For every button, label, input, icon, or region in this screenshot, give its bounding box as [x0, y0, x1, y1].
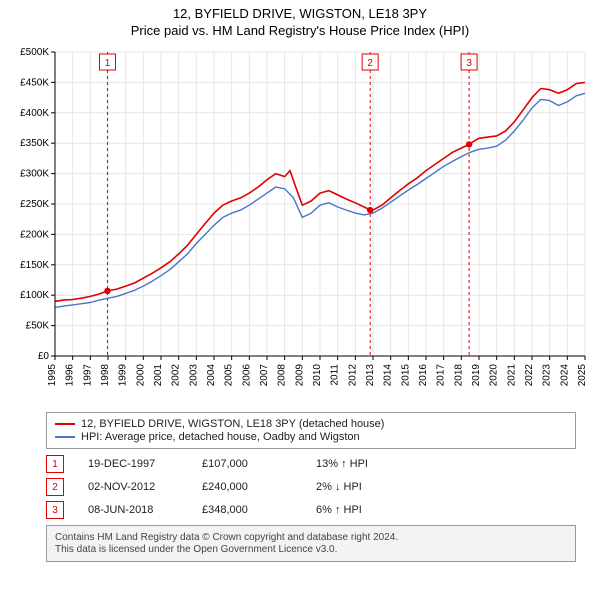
event-price: £107,000 [202, 458, 292, 470]
event-badge: 3 [46, 501, 64, 519]
svg-text:2019: 2019 [471, 364, 482, 387]
svg-text:£450K: £450K [20, 77, 49, 88]
event-list: 1 19-DEC-1997 £107,000 13% ↑ HPI 2 02-NOV-201… [46, 455, 576, 519]
svg-text:2008: 2008 [277, 364, 288, 387]
svg-text:2002: 2002 [171, 364, 182, 387]
svg-text:£200K: £200K [20, 229, 49, 240]
event-date: 02-NOV-2012 [88, 481, 178, 493]
svg-text:2022: 2022 [524, 364, 535, 387]
event-date: 08-JUN-2018 [88, 504, 178, 516]
svg-text:2023: 2023 [542, 364, 553, 387]
svg-text:2010: 2010 [312, 364, 323, 387]
svg-text:2001: 2001 [153, 364, 164, 387]
event-date: 19-DEC-1997 [88, 458, 178, 470]
svg-text:1998: 1998 [100, 364, 111, 387]
footer-line-1: Contains HM Land Registry data © Crown c… [55, 532, 567, 543]
event-row: 3 08-JUN-2018 £348,000 6% ↑ HPI [46, 501, 576, 519]
svg-text:2009: 2009 [294, 364, 305, 387]
svg-text:2015: 2015 [400, 364, 411, 387]
svg-text:£250K: £250K [20, 199, 49, 210]
svg-text:1: 1 [105, 58, 111, 69]
svg-text:2: 2 [367, 58, 373, 69]
svg-text:2016: 2016 [418, 364, 429, 387]
title-subtitle: Price paid vs. HM Land Registry's House … [6, 23, 594, 38]
svg-text:£100K: £100K [20, 290, 49, 301]
chart-plot: 1 2 3 £0 £50K £100K £150K £200K £250K £300K £350K £… [7, 46, 593, 406]
event-price: £240,000 [202, 481, 292, 493]
legend-item: 12, BYFIELD DRIVE, WIGSTON, LE18 3PY (de… [55, 418, 567, 430]
svg-text:1999: 1999 [118, 364, 129, 387]
legend-label: HPI: Average price, detached house, Oadb… [81, 431, 360, 443]
svg-text:£0: £0 [38, 351, 50, 362]
svg-text:2005: 2005 [224, 364, 235, 387]
svg-text:2011: 2011 [330, 364, 341, 386]
svg-text:2020: 2020 [489, 364, 500, 387]
legend-swatch [55, 423, 75, 425]
event-row: 2 02-NOV-2012 £240,000 2% ↓ HPI [46, 478, 576, 496]
chart-container: 12, BYFIELD DRIVE, WIGSTON, LE18 3PY Pri… [0, 0, 600, 570]
svg-text:£500K: £500K [20, 47, 49, 58]
svg-text:2024: 2024 [559, 364, 570, 387]
svg-text:2007: 2007 [259, 364, 270, 387]
svg-text:2003: 2003 [188, 364, 199, 387]
event-badge: 2 [46, 478, 64, 496]
event-row: 1 19-DEC-1997 £107,000 13% ↑ HPI [46, 455, 576, 473]
svg-text:£350K: £350K [20, 138, 49, 149]
legend-item: HPI: Average price, detached house, Oadb… [55, 431, 567, 443]
svg-text:2025: 2025 [577, 364, 588, 387]
svg-text:£150K: £150K [20, 260, 49, 271]
title-address: 12, BYFIELD DRIVE, WIGSTON, LE18 3PY [6, 6, 594, 21]
legend-swatch [55, 436, 75, 438]
legend-label: 12, BYFIELD DRIVE, WIGSTON, LE18 3PY (de… [81, 418, 384, 430]
svg-text:3: 3 [466, 58, 472, 69]
svg-text:2021: 2021 [506, 364, 517, 387]
svg-text:£50K: £50K [26, 321, 50, 332]
svg-text:£300K: £300K [20, 169, 49, 180]
footer-attribution: Contains HM Land Registry data © Crown c… [46, 525, 576, 562]
svg-text:2018: 2018 [453, 364, 464, 387]
svg-text:2013: 2013 [365, 364, 376, 387]
svg-text:2000: 2000 [135, 364, 146, 387]
legend: 12, BYFIELD DRIVE, WIGSTON, LE18 3PY (de… [46, 412, 576, 449]
footer-line-2: This data is licensed under the Open Gov… [55, 544, 567, 555]
svg-text:2014: 2014 [383, 364, 394, 387]
svg-text:1997: 1997 [82, 364, 93, 387]
chart-svg: 1 2 3 £0 £50K £100K £150K £200K £250K £300K £350K £… [7, 46, 593, 406]
svg-text:1995: 1995 [47, 364, 58, 387]
svg-text:2017: 2017 [436, 364, 447, 387]
event-delta: 2% ↓ HPI [316, 481, 406, 493]
event-delta: 13% ↑ HPI [316, 458, 406, 470]
svg-text:£400K: £400K [20, 108, 49, 119]
event-price: £348,000 [202, 504, 292, 516]
svg-text:1996: 1996 [65, 364, 76, 387]
event-delta: 6% ↑ HPI [316, 504, 406, 516]
svg-text:2006: 2006 [241, 364, 252, 387]
svg-text:2004: 2004 [206, 364, 217, 387]
svg-text:2012: 2012 [347, 364, 358, 387]
event-badge: 1 [46, 455, 64, 473]
